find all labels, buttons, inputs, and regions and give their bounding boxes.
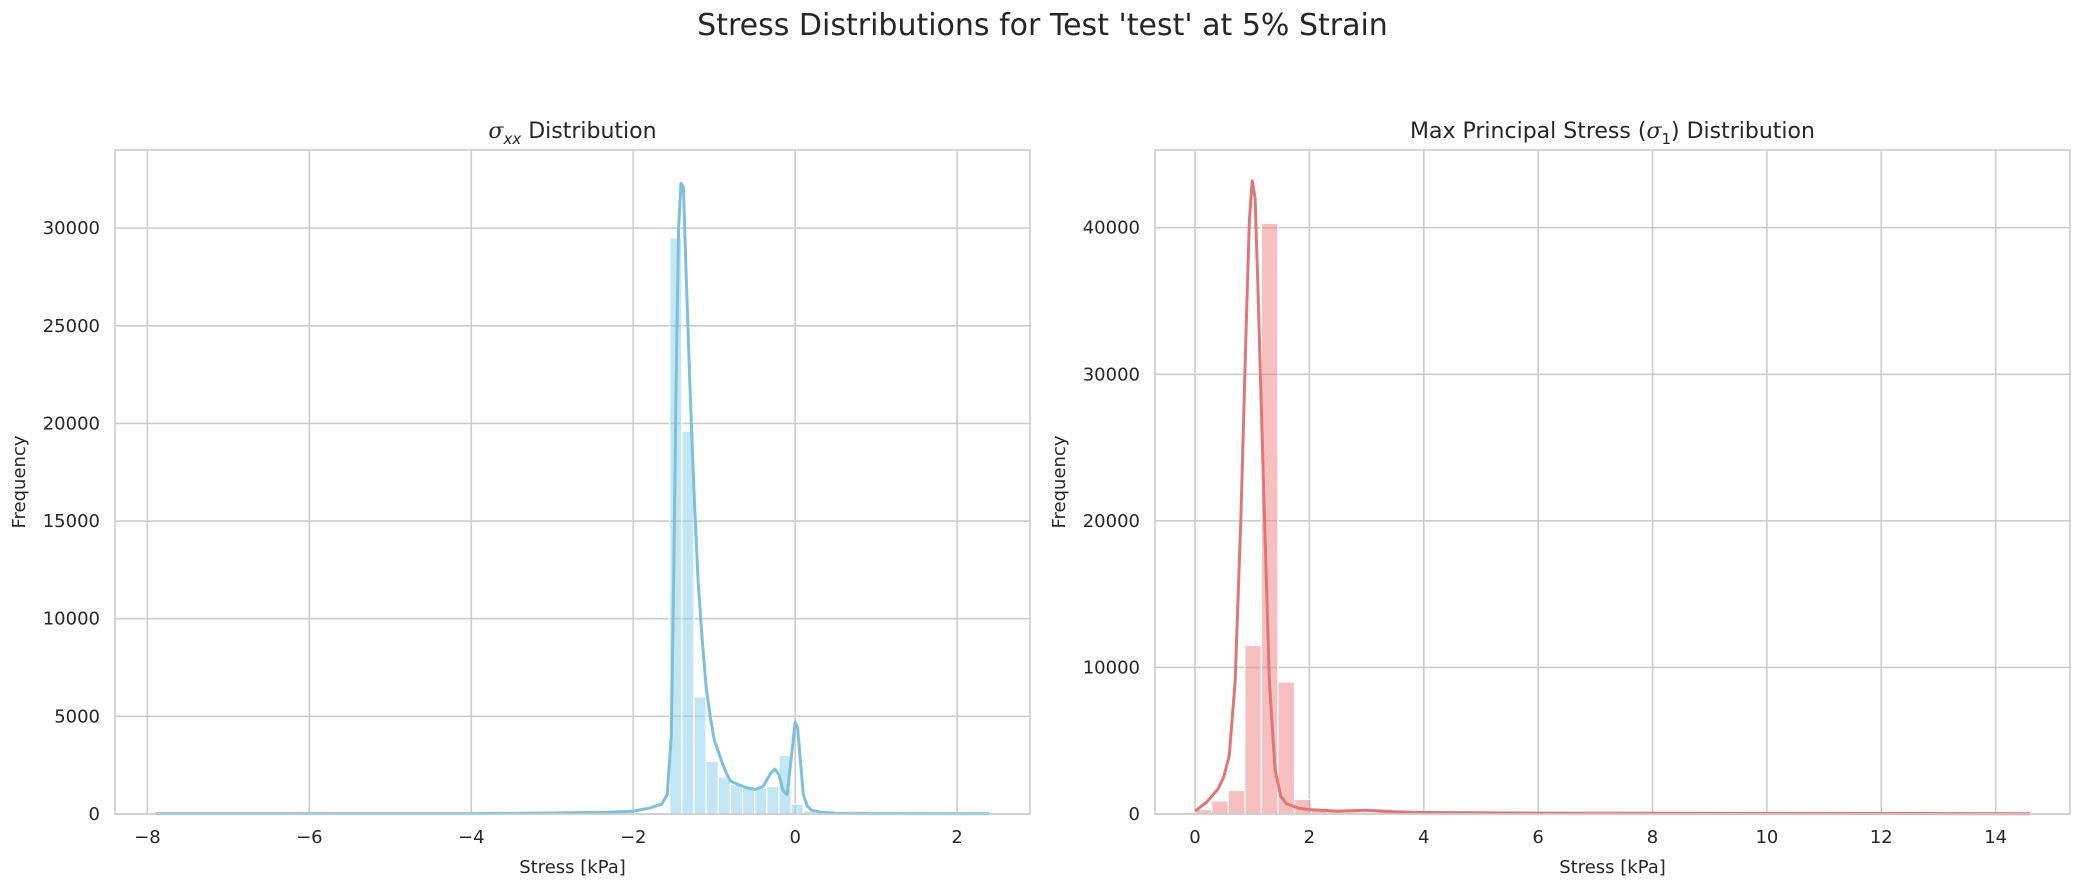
panel-title: σxx Distribution [488,119,656,148]
histogram-bar [790,803,804,815]
y-tick-label: 0 [89,804,100,825]
y-axis-label: Frequency [9,435,30,528]
x-tick-label: 2 [951,827,962,848]
x-tick-label: 0 [789,827,800,848]
x-tick-label: 14 [1984,827,2007,848]
y-tick-label: 30000 [43,218,100,239]
sigma-subscript: xx [502,130,521,148]
y-tick-label: 10000 [43,609,100,630]
x-tick-label: −6 [296,827,323,848]
y-tick-label: 40000 [1083,218,1140,239]
x-tick-label: −4 [458,827,485,848]
x-tick-label: −8 [134,827,161,848]
max-principal-histogram-panel: 0 2 4 6 8 10 12 14 0 10000 20000 30000 40000 Stress [… [1049,119,2071,878]
x-tick-label: 2 [1304,827,1315,848]
x-tick-label: 6 [1532,827,1543,848]
histogram-bar [1244,644,1262,815]
sigma-subscript: 1 [1661,130,1671,148]
histogram-bar [705,760,719,815]
y-tick-label: 20000 [43,413,100,434]
x-tick-label: 8 [1647,827,1658,848]
histogram-bar [766,786,780,815]
panel-title-rest: Distribution [521,119,656,144]
y-tick-label: 25000 [43,316,100,337]
histogram-bar [741,786,756,815]
panel-title: Max Principal Stress (σ1) Distribution [1410,119,1815,148]
panel-title-rest: ) Distribution [1671,119,1815,144]
kde-curve [1194,179,2031,816]
y-axis-label: Frequency [1049,435,1070,528]
histogram-bar [754,788,768,815]
axes-frame [1154,149,2071,815]
sigma-symbol: σ [1646,119,1662,144]
histogram-bar [729,784,744,815]
y-tick-label: 5000 [54,706,100,727]
y-tick-label: 0 [1129,804,1140,825]
sigma-symbol: σ [488,119,504,144]
histogram-bar [717,776,731,815]
kde-curve [155,181,990,816]
y-tick-label: 10000 [1083,657,1140,678]
x-tick-label: 10 [1755,827,1778,848]
x-axis-label: Stress [kPa] [1559,857,1666,878]
y-tick-label: 30000 [1083,364,1140,385]
histogram-bar [1227,789,1246,815]
x-tick-label: 0 [1189,827,1200,848]
x-tick-label: −2 [620,827,647,848]
histogram-bar [681,430,695,815]
x-tick-label: 4 [1418,827,1429,848]
axes-frame [114,149,1031,815]
figure-title: Stress Distributions for Test 'test' at … [697,8,1388,43]
y-tick-label: 20000 [1083,511,1140,532]
y-tick-label: 15000 [43,511,100,532]
histogram-bar [1211,800,1229,815]
panel-title-prefix: Max Principal Stress ( [1410,119,1646,144]
histogram-bar [693,696,707,815]
sigma-xx-histogram-panel: −8 −6 −4 −2 0 2 0 5000 10000 15000 20000 25000 30000… [9,119,1031,878]
x-axis-label: Stress [kPa] [519,857,626,878]
x-tick-label: 12 [1870,827,1893,848]
